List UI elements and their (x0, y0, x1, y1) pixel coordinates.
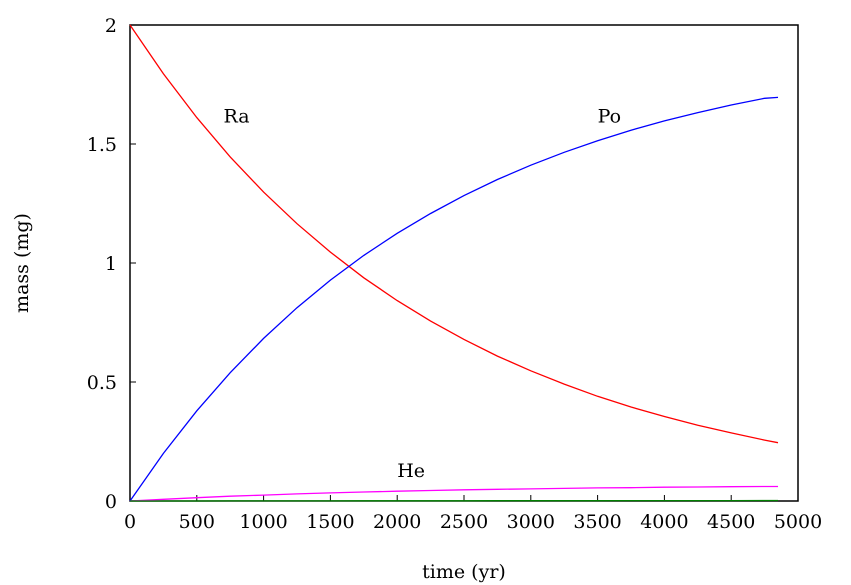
y-tick-label: 1 (105, 253, 117, 275)
x-tick-label: 5000 (774, 511, 822, 533)
plot-frame (129, 24, 799, 502)
series-label-ra: Ra (224, 106, 250, 128)
x-axis-title: time (yr) (422, 561, 506, 583)
series-labels: Ra Po He (224, 106, 622, 483)
series-line-ra (129, 24, 779, 444)
x-tick-label: 2500 (440, 511, 488, 533)
series-label-po: Po (598, 106, 621, 128)
x-tick-label: 3000 (507, 511, 555, 533)
x-tick-label: 1500 (306, 511, 354, 533)
x-tick-label: 500 (179, 511, 215, 533)
x-tick-label: 0 (124, 511, 136, 533)
axis-ticks: 0 500 1000 1500 2000 2500 3000 3500 4000 4500 5000… (87, 15, 822, 533)
y-axis-title: mass (mg) (11, 213, 33, 313)
series-label-he: He (397, 460, 425, 482)
series-line-unlabeled (130, 499, 778, 502)
x-tick-label: 4000 (640, 511, 688, 533)
y-tick-label: 2 (105, 15, 117, 37)
x-tick-label: 1000 (239, 511, 287, 533)
series-lines (129, 24, 779, 502)
y-tick-label: 0 (105, 491, 117, 513)
y-tick-label: 0.5 (87, 372, 117, 394)
x-tick-label: 2000 (373, 511, 421, 533)
x-tick-label: 3500 (573, 511, 621, 533)
x-tick-label: 4500 (707, 511, 755, 533)
series-line-po (129, 96, 779, 502)
series-line-he (129, 485, 778, 502)
y-tick-label: 1.5 (87, 134, 117, 156)
